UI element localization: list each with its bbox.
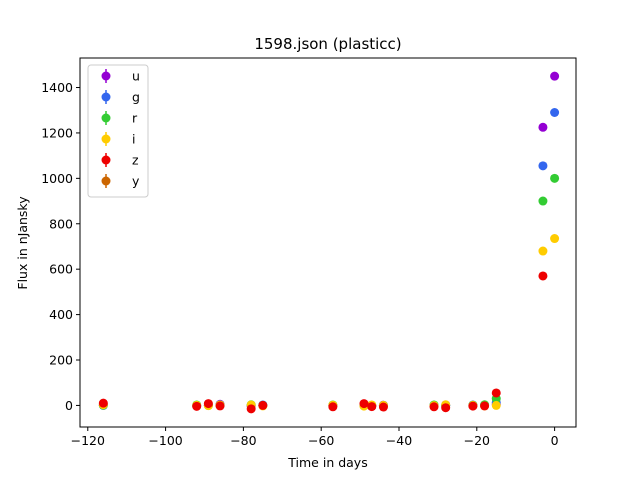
legend-label-u: u (132, 69, 140, 84)
data-point-z (468, 401, 478, 411)
legend-label-g: g (132, 90, 140, 105)
x-tick-label: −60 (308, 433, 334, 448)
data-point-g (538, 161, 548, 171)
y-tick-label: 1000 (41, 171, 73, 186)
data-point-u (538, 122, 548, 132)
y-tick-label: 200 (49, 353, 73, 368)
data-point-z (480, 401, 490, 411)
data-point-i (550, 234, 560, 244)
axes: −120 −100 −80 −60 −40 −20 0 0 200 400 600 800 1000 12… (41, 57, 577, 448)
legend-marker-i (101, 134, 111, 144)
x-axis-label: Time in days (287, 455, 367, 470)
x-tick-label: −40 (386, 433, 412, 448)
legend-marker-g (101, 92, 111, 102)
data-point-r (550, 173, 560, 183)
y-axis-label: Flux in nJansky (15, 196, 30, 290)
x-tick-label: −120 (71, 433, 105, 448)
legend-marker-y (101, 176, 111, 186)
data-point-g (550, 107, 560, 117)
x-tick-label: −20 (464, 433, 490, 448)
y-tick-label: 600 (49, 262, 73, 277)
legend-label-z: z (132, 153, 139, 168)
legend-label-y: y (132, 174, 140, 189)
data-point-z (378, 402, 388, 412)
data-points (98, 71, 560, 414)
data-point-z (441, 403, 451, 413)
legend-marker-z (101, 155, 111, 165)
data-point-z (258, 400, 268, 410)
data-point-z (192, 401, 202, 411)
legend-marker-u (101, 71, 111, 81)
data-point-i (491, 400, 501, 410)
y-tick-label: 800 (49, 216, 73, 231)
data-point-z (429, 402, 439, 412)
legend-marker-r (101, 113, 111, 123)
data-point-i (538, 246, 548, 256)
legend-label-i: i (132, 132, 135, 147)
data-point-z (246, 404, 256, 414)
plot-frame (79, 57, 577, 428)
y-tick-label: 1400 (41, 80, 73, 95)
y-tick-label: 400 (49, 307, 73, 322)
data-point-z (359, 399, 369, 409)
legend-label-r: r (132, 111, 138, 126)
data-point-z (203, 399, 213, 409)
data-point-z (328, 402, 338, 412)
data-point-u (550, 71, 560, 81)
data-point-z (98, 398, 108, 408)
y-tick-label: 1200 (41, 125, 73, 140)
data-point-z (491, 388, 501, 398)
data-point-z (215, 401, 225, 411)
data-point-z (538, 271, 548, 281)
x-tick-label: −100 (148, 433, 182, 448)
x-tick-label: −80 (230, 433, 256, 448)
chart-title: 1598.json (plasticc) (254, 35, 401, 53)
y-tick-label: 0 (65, 398, 73, 413)
data-point-z (367, 402, 377, 412)
x-tick-label: 0 (551, 433, 559, 448)
data-point-r (538, 196, 548, 206)
